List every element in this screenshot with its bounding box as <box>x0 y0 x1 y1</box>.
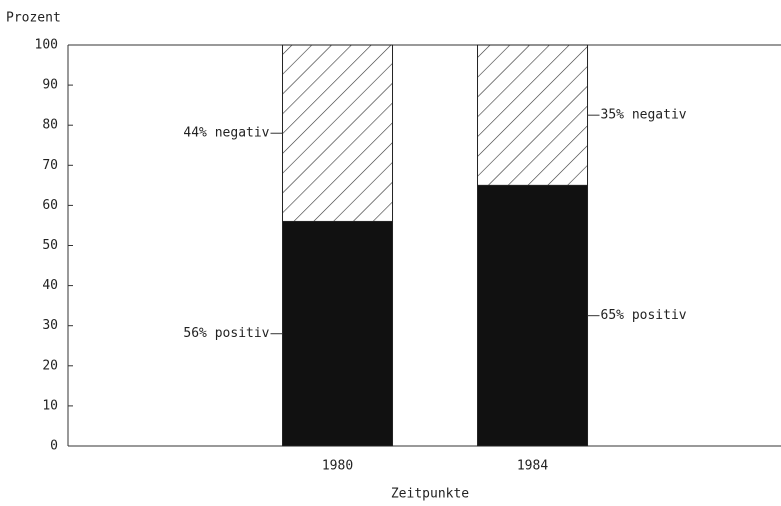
y-tick-label: 50 <box>42 238 58 253</box>
data-label: 56% positiv <box>183 326 269 341</box>
x-tick-label: 1980 <box>322 459 353 474</box>
x-axis-label: Zeitpunkte <box>391 487 469 502</box>
bar-segment <box>477 184 589 447</box>
bar-segment <box>477 44 589 186</box>
y-tick-label: 0 <box>50 439 58 454</box>
data-label: 35% negativ <box>601 108 687 123</box>
data-label: 44% negativ <box>183 126 269 141</box>
bar-segment <box>282 44 394 222</box>
y-axis-label: Prozent <box>6 11 61 26</box>
bar-segment <box>282 220 394 447</box>
y-tick-label: 60 <box>42 198 58 213</box>
y-tick-label: 10 <box>42 398 58 413</box>
y-tick-label: 40 <box>42 278 58 293</box>
data-label: 65% positiv <box>601 308 687 323</box>
y-tick-label: 30 <box>42 318 58 333</box>
y-tick-label: 70 <box>42 158 58 173</box>
x-tick-label: 1984 <box>517 459 548 474</box>
y-tick-label: 80 <box>42 118 58 133</box>
y-tick-label: 100 <box>35 38 58 53</box>
y-tick-label: 20 <box>42 358 58 373</box>
y-tick-label: 90 <box>42 78 58 93</box>
